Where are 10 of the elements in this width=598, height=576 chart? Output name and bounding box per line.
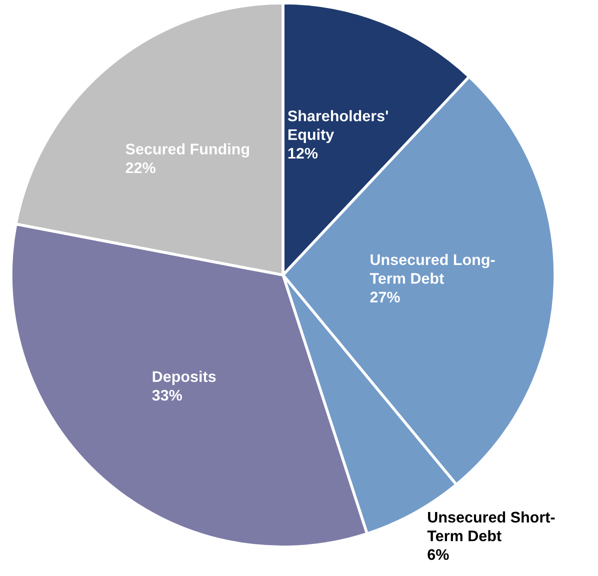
slice-label: Shareholders' Equity [288,110,388,144]
slice-label: Unsecured Long- Term Debt [370,254,495,284]
data-label: 6% [428,549,449,560]
data-label: 33% [152,390,182,401]
data-label: 12% [288,148,318,159]
slice-label: Deposits [152,370,216,385]
data-label: 22% [126,162,156,174]
data-label: 27% [370,292,400,302]
slice-label: Secured Funding [126,143,250,158]
slice-label: Unsecured Short- Term Debt [427,511,555,542]
